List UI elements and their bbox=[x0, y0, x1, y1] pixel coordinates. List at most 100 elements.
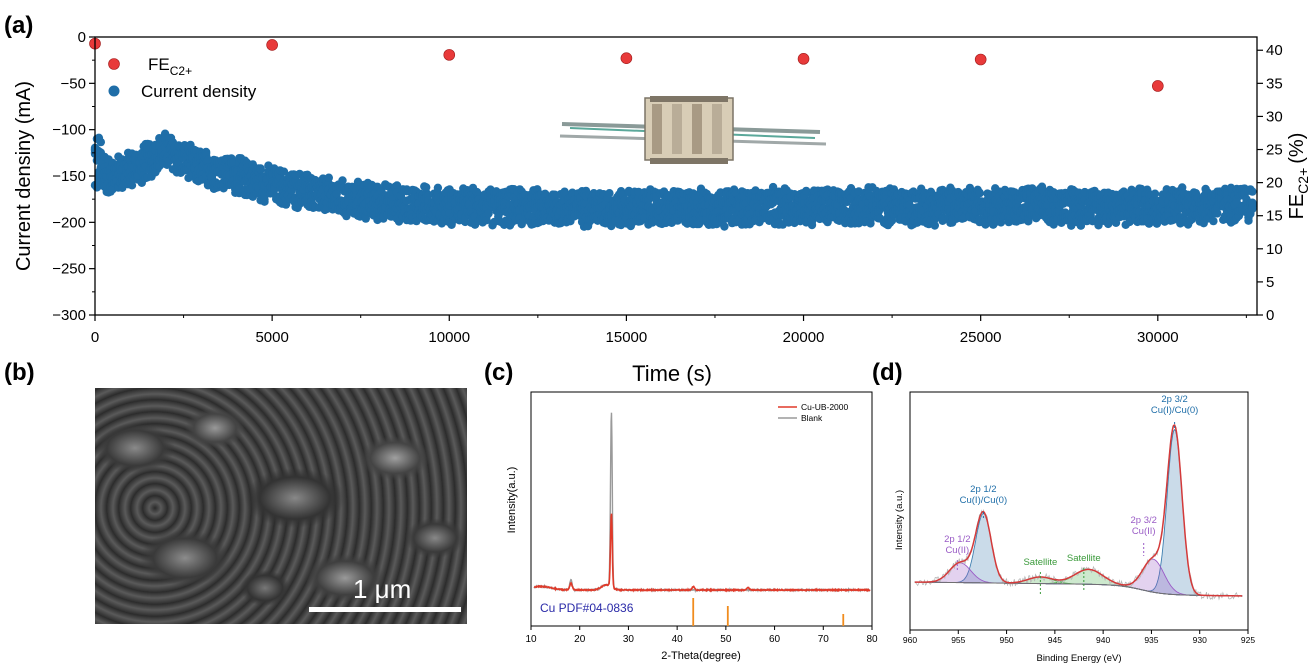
current-density-point-1061 bbox=[433, 183, 443, 192]
fe-point-2 bbox=[443, 49, 456, 61]
fe-point-3 bbox=[620, 52, 633, 64]
current-density-point-1025 bbox=[422, 183, 431, 192]
d-x-tick-label-1: 955 bbox=[951, 635, 965, 645]
xps-annotation-0-line-0: 2p 3/2 bbox=[1161, 394, 1187, 405]
c-x-tick-label-7: 80 bbox=[866, 634, 878, 645]
xps-annotation-0-line-1: Cu(I)/Cu(0) bbox=[1151, 405, 1199, 416]
x-tick-label-5: 25000 bbox=[960, 329, 1002, 346]
chart-c: 10 20 30 40 50 60 70 80 Cu PDF#04-0836 2-Theta(… bbox=[506, 391, 878, 662]
current-density-band bbox=[90, 129, 1257, 231]
chart-a-y-ticks-left: 0 −50 −100 −150 −200 −250 −300 bbox=[52, 29, 95, 324]
chart-c-x-label: 2-Theta(degree) bbox=[661, 650, 741, 662]
current-density-point-3040 bbox=[1076, 221, 1086, 230]
legend-cu-ub-label: Cu-UB-2000 bbox=[801, 402, 849, 412]
x-tick-label-3: 15000 bbox=[606, 329, 648, 346]
chart-d-frame bbox=[909, 391, 1249, 631]
current-density-point-748 bbox=[332, 189, 341, 199]
chart-a-y-ticks-right: 0 5 10 15 20 25 30 35 40 bbox=[1257, 42, 1283, 324]
xps-annotation-2-line-0: 2p 3/2 bbox=[1130, 515, 1156, 526]
chart-a-y-label-right: FEC2+ (%) bbox=[1286, 133, 1311, 220]
xps-annotation-3-line-0: 2p 1/2 bbox=[944, 534, 970, 545]
legend-fe-label: FEC2+ bbox=[148, 55, 192, 78]
c-x-tick-label-1: 20 bbox=[574, 634, 586, 645]
series-blank-line bbox=[533, 412, 871, 594]
legend-blank-label: Blank bbox=[801, 413, 823, 423]
chart-d-x-label: Binding Energy (eV) bbox=[1036, 653, 1121, 664]
current-density-point-18 bbox=[96, 137, 106, 147]
y-left-tick-label-5: −250 bbox=[52, 261, 86, 278]
panel-label-a: (a) bbox=[4, 12, 33, 39]
current-density-point-2726 bbox=[975, 189, 984, 198]
current-density-point-1209 bbox=[482, 216, 491, 225]
current-density-point-724 bbox=[324, 173, 333, 182]
x-tick-label-4: 20000 bbox=[783, 329, 825, 346]
y-left-tick-label-4: −200 bbox=[52, 214, 86, 231]
y-left-tick-label-3: −150 bbox=[52, 168, 86, 185]
panel-label-c: (c) bbox=[484, 359, 513, 386]
fe-point-1 bbox=[266, 39, 278, 51]
c-x-tick-label-2: 30 bbox=[623, 634, 635, 645]
x-tick-label-0: 0 bbox=[91, 329, 99, 346]
x-tick-label-2: 10000 bbox=[428, 329, 470, 346]
x-tick-label-6: 30000 bbox=[1137, 329, 1179, 346]
ref-lines bbox=[692, 598, 845, 626]
xps-annotation-5-line-0: Satellite bbox=[1023, 557, 1057, 568]
fe-label-unit: (%) bbox=[1286, 133, 1308, 164]
d-x-tick-label-0: 960 bbox=[903, 635, 917, 645]
legend-fe-marker bbox=[108, 58, 120, 70]
current-density-point-349 bbox=[203, 155, 213, 164]
current-density-point-3449 bbox=[1209, 216, 1218, 226]
xps-background bbox=[914, 581, 1243, 597]
chart-d-y-label: Intensity (a.u.) bbox=[894, 490, 905, 550]
c-x-tick-label-6: 70 bbox=[818, 634, 830, 645]
y-right-tick-label-8: 40 bbox=[1266, 42, 1283, 59]
current-density-point-2391 bbox=[866, 219, 875, 228]
fe-point-4 bbox=[797, 53, 810, 65]
current-density-point-583 bbox=[279, 167, 289, 176]
current-density-point-3556 bbox=[1244, 216, 1253, 225]
panel-label-b: (b) bbox=[4, 359, 35, 386]
current-density-point-1588 bbox=[605, 189, 614, 198]
current-density-point-1217 bbox=[484, 209, 493, 218]
c-x-tick-label-5: 60 bbox=[769, 634, 781, 645]
chart-d-x-ticks: 960 955 950 945 940 935 930 925 bbox=[903, 630, 1255, 645]
y-right-tick-label-3: 15 bbox=[1266, 208, 1283, 225]
current-density-point-3568 bbox=[1248, 198, 1257, 207]
current-density-point-3265 bbox=[1150, 189, 1160, 198]
y-left-tick-label-1: −50 bbox=[61, 75, 86, 92]
y-right-tick-label-5: 25 bbox=[1266, 142, 1283, 159]
chart-a: 0 5000 10000 15000 20000 25000 30000 0 −50 −100 −… bbox=[13, 29, 1311, 386]
fe-points bbox=[89, 37, 1164, 92]
c-x-tick-label-0: 10 bbox=[525, 634, 537, 645]
chart-a-y-label-left: Current densiny (mA) bbox=[13, 81, 35, 271]
current-density-point-119 bbox=[127, 181, 137, 190]
y-right-tick-label-4: 20 bbox=[1266, 175, 1283, 192]
xps-annotation-1-line-0: 2p 1/2 bbox=[970, 484, 996, 495]
current-density-point-763 bbox=[338, 176, 347, 185]
d-x-tick-label-4: 940 bbox=[1096, 635, 1110, 645]
current-density-point-3189 bbox=[1125, 217, 1134, 227]
y-right-tick-label-1: 5 bbox=[1266, 274, 1274, 291]
chart-d: 2p 3/2Cu(I)/Cu(0)2p 1/2Cu(I)/Cu(0)2p 3/2… bbox=[894, 391, 1255, 664]
current-density-point-3569 bbox=[1248, 187, 1257, 196]
fe-label-main: FE bbox=[1286, 194, 1308, 220]
xps-annotations: 2p 3/2Cu(I)/Cu(0)2p 1/2Cu(I)/Cu(0)2p 3/2… bbox=[944, 394, 1198, 596]
y-left-tick-label-0: 0 bbox=[78, 29, 86, 46]
xps-envelope bbox=[914, 423, 1243, 597]
current-density-point-2587 bbox=[930, 221, 939, 230]
d-x-tick-label-2: 950 bbox=[999, 635, 1013, 645]
scale-bar-label: 1 μm bbox=[353, 574, 412, 604]
y-right-tick-label-6: 30 bbox=[1266, 108, 1283, 125]
xps-annotation-1-line-1: Cu(I)/Cu(0) bbox=[960, 495, 1008, 506]
scale-bar bbox=[309, 607, 461, 612]
chart-c-frame bbox=[530, 391, 873, 627]
y-left-tick-label-2: −100 bbox=[52, 122, 86, 139]
y-left-tick-label-6: −300 bbox=[52, 307, 86, 324]
chart-c-x-ticks: 10 20 30 40 50 60 70 80 bbox=[525, 626, 878, 645]
xps-annotation-2-line-1: Cu(II) bbox=[1132, 526, 1156, 537]
fe-point-5 bbox=[974, 53, 987, 66]
xps-annotation-4-line-0: Satellite bbox=[1067, 553, 1101, 564]
fe-point-6 bbox=[1152, 80, 1164, 92]
d-x-tick-label-5: 935 bbox=[1144, 635, 1158, 645]
